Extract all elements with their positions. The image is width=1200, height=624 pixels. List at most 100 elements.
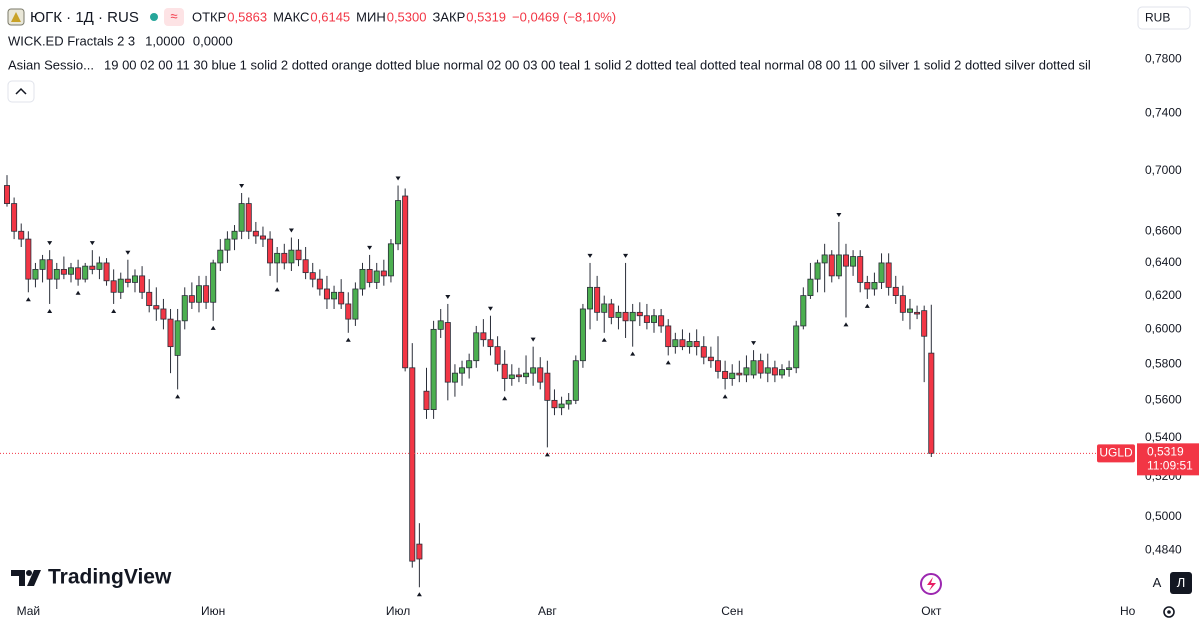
fractal-up bbox=[587, 253, 593, 258]
candle-body bbox=[281, 252, 288, 264]
indicator-name: WICK.ED Fractals 2 3 bbox=[8, 33, 135, 48]
candle-body bbox=[558, 403, 565, 409]
alert-icon[interactable] bbox=[920, 573, 942, 595]
auto-scale-button[interactable] bbox=[1147, 572, 1167, 594]
candle-body bbox=[807, 278, 814, 297]
candle-body bbox=[309, 272, 316, 280]
candle-body bbox=[800, 295, 807, 327]
candle-body bbox=[828, 254, 835, 277]
x-tick-label: Окт bbox=[921, 604, 942, 618]
candle-body bbox=[622, 311, 629, 322]
candle-body bbox=[672, 339, 679, 348]
ohlc-legend: ОТКР 0,5863 МАКС 0,6145 МИН 0,5300 ЗАКР 0,5319−… bbox=[192, 9, 616, 24]
settings-icon[interactable] bbox=[1163, 606, 1175, 618]
fractal-down bbox=[722, 394, 728, 399]
candle-body bbox=[25, 238, 32, 280]
candle-body bbox=[181, 295, 188, 322]
fractal-down bbox=[274, 287, 280, 292]
candle-body bbox=[921, 310, 928, 337]
watermark-logo bbox=[27, 570, 41, 586]
plot-area bbox=[0, 175, 1135, 597]
candle-body bbox=[480, 332, 487, 341]
indicator-value: 19 00 02 00 11 30 blue 1 solid 2 dotted … bbox=[104, 57, 1091, 72]
candle-body bbox=[323, 288, 330, 300]
candle-body bbox=[914, 311, 921, 315]
candle-body bbox=[373, 270, 380, 283]
candle-body bbox=[238, 203, 245, 232]
candle-body bbox=[82, 265, 89, 280]
x-tick-label: Сен bbox=[721, 604, 743, 618]
candle-body bbox=[771, 367, 778, 376]
y-tick-label: 0,7000 bbox=[1145, 163, 1182, 177]
fractal-up bbox=[89, 241, 95, 246]
fractal-up bbox=[530, 337, 536, 342]
candle-body bbox=[217, 249, 224, 264]
legend-label: ЗАКР bbox=[432, 9, 465, 24]
fractal-down bbox=[25, 297, 31, 302]
candle-body bbox=[60, 268, 67, 275]
candle-body bbox=[928, 352, 935, 454]
candle-body bbox=[103, 262, 110, 282]
candle-body bbox=[131, 275, 138, 283]
candle-body bbox=[117, 278, 124, 293]
candle-body bbox=[110, 280, 117, 293]
candle-body bbox=[608, 303, 615, 318]
fractal-down bbox=[416, 592, 422, 597]
legend-label: МАКС bbox=[273, 9, 309, 24]
watermark-logo bbox=[26, 570, 32, 576]
fractal-down bbox=[601, 337, 607, 342]
candle-body bbox=[32, 268, 39, 280]
candle-body bbox=[252, 230, 259, 237]
candle-body bbox=[658, 315, 665, 327]
candle-body bbox=[629, 311, 636, 322]
candle-body bbox=[395, 200, 402, 245]
candle-body bbox=[437, 320, 444, 330]
candle-body bbox=[459, 367, 466, 374]
candle-body bbox=[494, 346, 501, 365]
ticker-label: UGLD bbox=[1099, 446, 1133, 460]
candle-body bbox=[124, 278, 131, 283]
candle-body bbox=[786, 367, 793, 370]
fractal-down bbox=[75, 290, 81, 295]
candle-body bbox=[96, 262, 103, 270]
y-tick-label: 0,6000 bbox=[1145, 322, 1182, 336]
fractal-down bbox=[502, 396, 508, 401]
log-scale-button[interactable] bbox=[1170, 572, 1192, 594]
candle-body bbox=[316, 278, 323, 290]
candle-body bbox=[885, 262, 892, 288]
currency-label: RUB bbox=[1145, 11, 1170, 25]
indicator-value: 0,0000 bbox=[193, 33, 233, 48]
candle-body bbox=[380, 270, 387, 277]
watermark-logo bbox=[11, 570, 25, 586]
candle-body bbox=[537, 367, 544, 383]
currency-button[interactable] bbox=[1137, 6, 1191, 30]
candle-body bbox=[345, 303, 352, 320]
candle-body bbox=[764, 367, 771, 374]
candle-body bbox=[743, 367, 750, 376]
fractal-down bbox=[665, 360, 671, 365]
fractal-down bbox=[175, 394, 181, 399]
legend-value: 0,5319 bbox=[466, 9, 506, 24]
candle-body bbox=[75, 267, 82, 280]
candle-body bbox=[487, 339, 494, 348]
candle-body bbox=[906, 308, 913, 313]
candle-body bbox=[366, 268, 373, 283]
candle-body bbox=[39, 259, 46, 270]
candle-body bbox=[146, 291, 153, 307]
auto-scale-label: A bbox=[1153, 575, 1162, 590]
candle-body bbox=[892, 286, 899, 297]
candle-body bbox=[295, 249, 302, 261]
fractal-up bbox=[288, 228, 294, 233]
log-scale-label: Л bbox=[1177, 575, 1186, 590]
fractal-up bbox=[487, 306, 493, 311]
candle-body bbox=[259, 235, 266, 240]
candle-body bbox=[409, 367, 416, 562]
collapse-button[interactable] bbox=[7, 80, 35, 103]
y-tick-label: 0,5000 bbox=[1145, 509, 1182, 523]
candle-body bbox=[523, 372, 530, 378]
fractal-up bbox=[125, 250, 131, 255]
candle-body bbox=[643, 315, 650, 323]
candle-body bbox=[700, 346, 707, 358]
candle-body bbox=[665, 325, 672, 348]
